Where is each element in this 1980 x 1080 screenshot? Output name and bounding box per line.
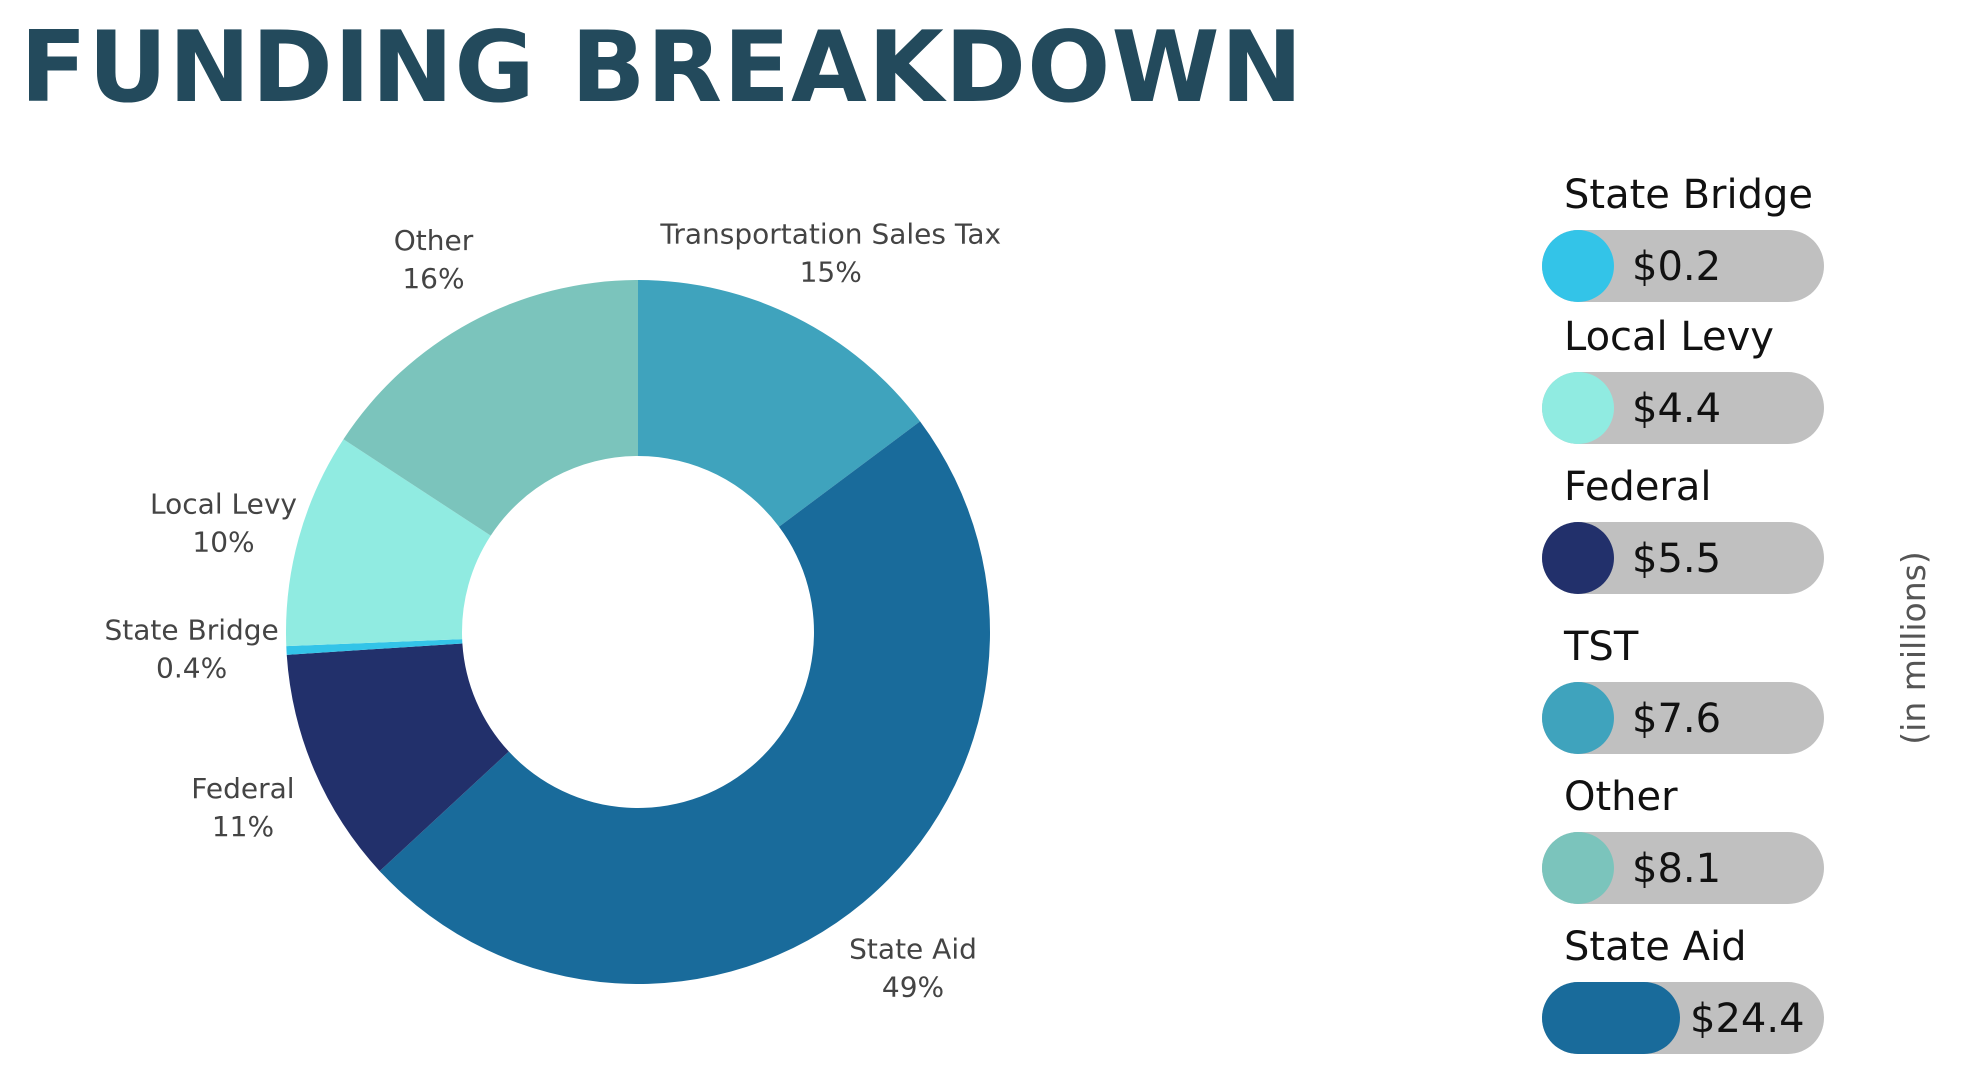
- slice-label-state-aid: State Aid: [849, 933, 977, 966]
- legend-item-federal: Federal $5.5: [1542, 464, 1824, 594]
- page-title: FUNDING BREAKDOWN: [20, 11, 1304, 125]
- legend-name: Federal: [1564, 464, 1712, 510]
- donut-chart: [286, 280, 991, 985]
- legend-item-state-bridge: State Bridge $0.2: [1542, 172, 1824, 302]
- slice-percent-federal: 11%: [212, 810, 274, 843]
- slice-other: [343, 280, 638, 536]
- legend-item-state-aid: State Aid $24.4: [1542, 924, 1824, 1054]
- slice-state-bridge: [286, 639, 463, 655]
- slice-percent-local-levy: 10%: [192, 525, 254, 558]
- legend-track: [1542, 522, 1824, 594]
- legend-value: $7.6: [1632, 696, 1721, 742]
- slice-local-levy: [286, 439, 491, 647]
- legend-fill: [1542, 230, 1614, 302]
- legend-value: $8.1: [1632, 846, 1721, 892]
- slice-state-aid: [379, 421, 991, 985]
- slice-label-state-bridge: State Bridge: [104, 614, 278, 647]
- slice-label-transportation-sales-tax: Transportation Sales Tax: [659, 218, 1001, 251]
- slice-percent-state-bridge: 0.4%: [156, 652, 227, 685]
- slice-transportation-sales-tax: [638, 280, 921, 527]
- legend-fill: [1542, 832, 1614, 904]
- legend-item-tst: TST $7.6: [1542, 624, 1824, 754]
- legend-fill: [1542, 682, 1614, 754]
- slice-label-other: Other: [394, 224, 474, 257]
- slice-percent-other: 16%: [402, 262, 464, 295]
- legend-name: Other: [1564, 774, 1678, 820]
- legend-value: $24.4: [1690, 996, 1805, 1042]
- legend-name: State Aid: [1564, 924, 1746, 970]
- legend-item-other: Other $8.1: [1542, 774, 1824, 904]
- legend-track: [1542, 682, 1824, 754]
- legend-track: [1542, 832, 1824, 904]
- legend-name: TST: [1563, 624, 1639, 670]
- slice-federal: [286, 643, 509, 872]
- legend-value: $0.2: [1632, 244, 1721, 290]
- legend-fill: [1542, 982, 1680, 1054]
- legend-name: Local Levy: [1564, 314, 1774, 360]
- legend-value: $4.4: [1632, 386, 1721, 432]
- slice-label-local-levy: Local Levy: [150, 487, 297, 520]
- legend-fill: [1542, 522, 1614, 594]
- legend-value: $5.5: [1632, 536, 1721, 582]
- slice-percent-state-aid: 49%: [882, 971, 944, 1004]
- slice-percent-transportation-sales-tax: 15%: [800, 256, 862, 289]
- legend-track: [1542, 230, 1824, 302]
- unit-note: (in millions): [1894, 551, 1933, 744]
- legend-fill: [1542, 372, 1614, 444]
- legend: State Bridge $0.2 Local Levy $4.4 Federal $5.…: [1542, 172, 1824, 1054]
- legend-track: [1542, 372, 1824, 444]
- legend-item-local-levy: Local Levy $4.4: [1542, 314, 1824, 444]
- slice-label-federal: Federal: [191, 772, 294, 805]
- legend-name: State Bridge: [1564, 172, 1813, 218]
- slice-labels: Transportation Sales Tax 15% State Aid 49% F…: [104, 218, 1001, 1004]
